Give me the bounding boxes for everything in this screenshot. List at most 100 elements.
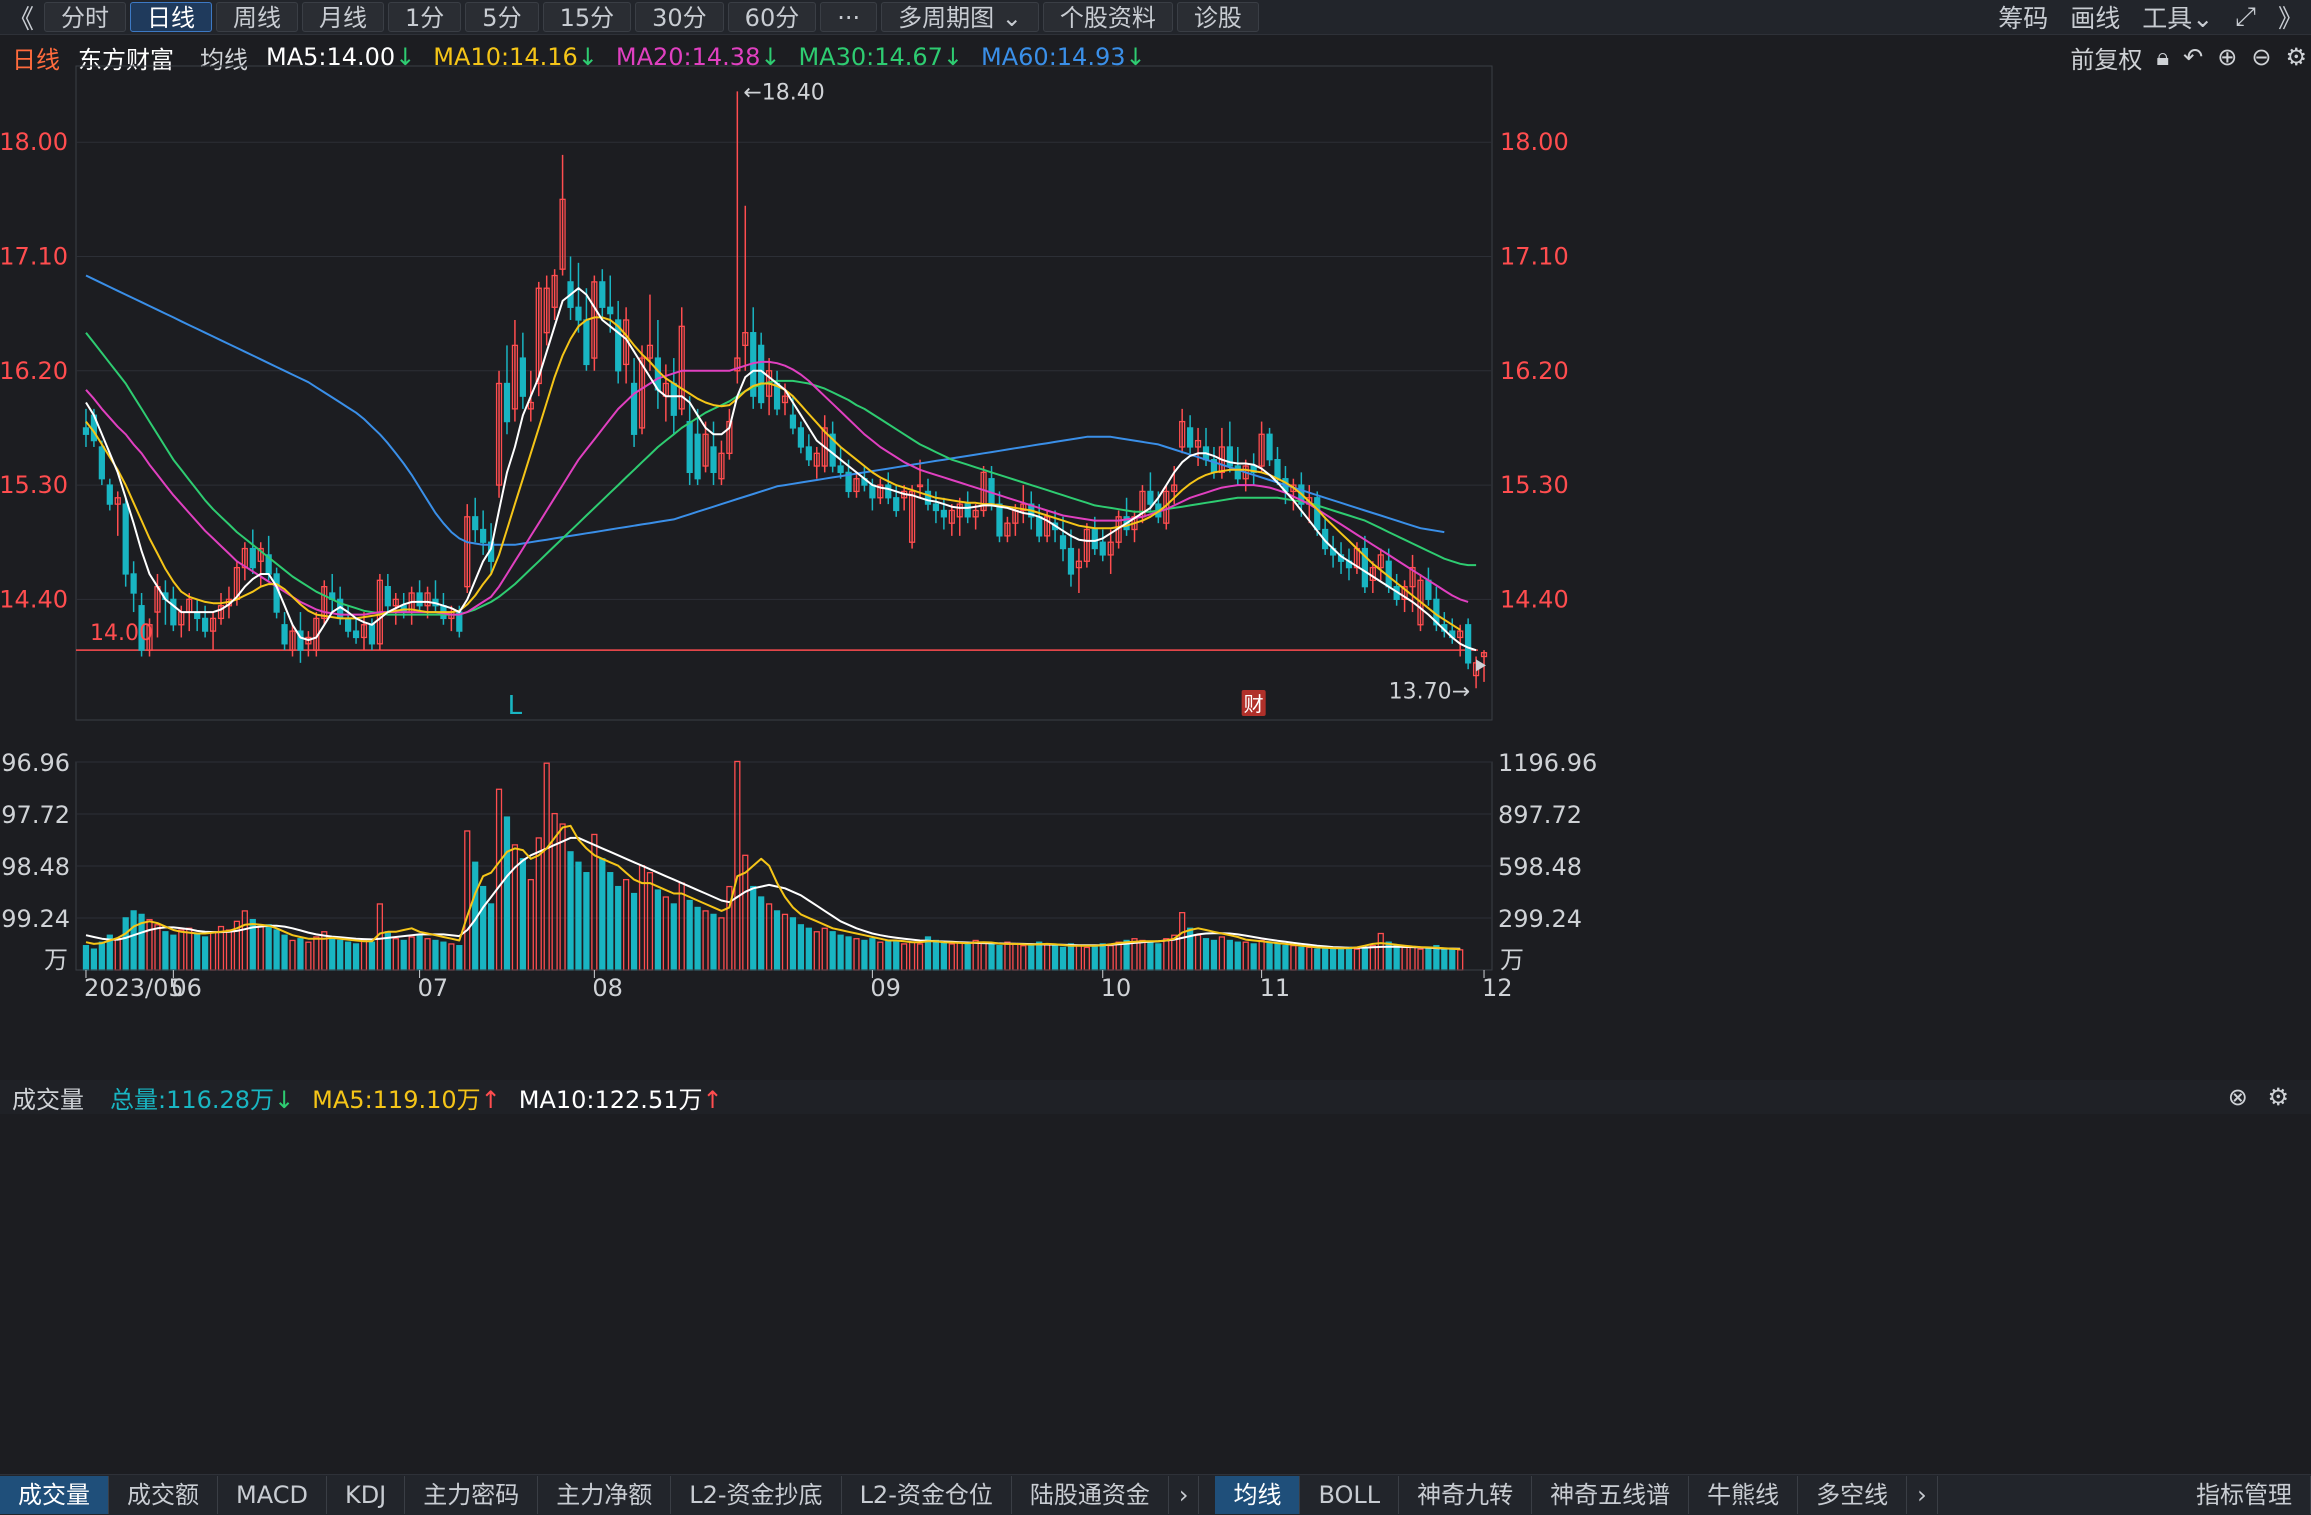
tab-five-lines[interactable]: 神奇五线谱 [1532, 1476, 1690, 1514]
ma10-line [85, 316, 1461, 631]
period-tab[interactable]: ··· [820, 2, 878, 32]
period-tab[interactable]: 1分 [388, 2, 462, 32]
candle-body [321, 586, 328, 620]
tab-hk-connect[interactable]: 陆股通资金 [1012, 1476, 1169, 1514]
candle-body [241, 547, 248, 569]
volume-bar [583, 872, 590, 971]
candle-body [551, 274, 558, 308]
volume-bar [630, 892, 638, 971]
tab-macd[interactable]: MACD [218, 1476, 327, 1514]
candle-body [1465, 624, 1472, 664]
volume-bar [1234, 941, 1241, 971]
volume-bar [1083, 946, 1090, 971]
candle-body [352, 630, 360, 639]
volume-bar [940, 941, 947, 971]
tab-nine-turn[interactable]: 神奇九转 [1399, 1476, 1533, 1514]
volume-bar [1369, 945, 1376, 971]
candle-body [217, 605, 225, 620]
tab-turnover[interactable]: 成交额 [109, 1476, 218, 1514]
close-circle-icon[interactable]: ⊗ [2227, 1083, 2248, 1111]
volume-bar [1242, 941, 1249, 971]
volume-bar [1202, 938, 1210, 971]
period-tab[interactable]: 日线 [130, 2, 213, 32]
tab-long-short[interactable]: 多空线 [1798, 1476, 1908, 1514]
toolbar-chips-button[interactable]: 筹码 [1998, 4, 2049, 33]
gear-icon[interactable]: ⚙ [2267, 1083, 2289, 1111]
candle-body [686, 420, 693, 474]
tab-l2-bottom[interactable]: L2-资金抄底 [671, 1476, 842, 1514]
low-price-label: 13.70→ [1389, 679, 1470, 704]
volume-tick-label-left: 897.72 [0, 801, 70, 829]
volume-bar [758, 896, 765, 971]
candle-body [1361, 547, 1368, 588]
candle-body [170, 598, 177, 626]
volume-bar [654, 889, 662, 971]
tab-boll[interactable]: BOLL [1300, 1476, 1400, 1514]
gear-icon[interactable]: ⚙ [2285, 43, 2307, 71]
period-tab[interactable]: 诊股 [1176, 2, 1259, 32]
volume-bar [996, 945, 1003, 971]
toolbar-tools-button[interactable]: 工具⌄ [2142, 4, 2214, 33]
period-tab[interactable]: 5分 [465, 2, 539, 32]
x-tick-label: 11 [1260, 974, 1291, 1002]
candle-body [472, 516, 479, 531]
undo-icon[interactable]: ↶ [2183, 43, 2204, 71]
price-tick-label-left: 15.30 [0, 471, 68, 499]
tab-volume[interactable]: 成交量 [0, 1476, 109, 1514]
volume-bar [1306, 946, 1313, 971]
volume-bar [416, 934, 423, 971]
volume-bar [503, 816, 511, 971]
period-tab[interactable]: 60分 [727, 2, 817, 32]
plus-circle-icon[interactable]: ⊕ [2217, 43, 2238, 71]
lock-icon[interactable]: 🔒︎ [2156, 43, 2170, 71]
candle-body [1083, 528, 1090, 562]
double-chevron-right-icon[interactable]: 》 [2277, 4, 2303, 33]
volume-bar [368, 941, 376, 971]
tab-main-force-code[interactable]: 主力密码 [405, 1476, 539, 1514]
candle-body [948, 509, 955, 524]
candle-body [360, 624, 368, 639]
candle-body [924, 490, 932, 505]
period-tab[interactable]: 周线 [216, 2, 299, 32]
volume-bar [1337, 948, 1345, 971]
tab-ma[interactable]: 均线 [1215, 1476, 1301, 1514]
volume-bar [766, 903, 773, 971]
volume-bar [1107, 945, 1114, 971]
tab-bull-bear[interactable]: 牛熊线 [1689, 1476, 1799, 1514]
chevron-right-icon[interactable]: › [1169, 1476, 1200, 1514]
volume-bar [813, 931, 820, 971]
candle-body [1020, 503, 1027, 512]
volume-bar [1187, 927, 1194, 971]
candle-body [1250, 465, 1257, 474]
tab-l2-position[interactable]: L2-资金仓位 [842, 1476, 1012, 1514]
double-chevron-left-icon[interactable]: 《 [8, 4, 35, 35]
volume-bar [360, 939, 368, 971]
kline-chart[interactable]: 18.00 18.00 17.10 17.10 16.20 16.20 15.30 15.30… [0, 0, 2311, 1474]
chevron-right-icon[interactable]: › [1907, 1476, 1938, 1514]
volume-bar [1059, 946, 1067, 971]
volume-bar [837, 934, 844, 971]
ma-label[interactable]: 均线 [200, 45, 248, 74]
volume-bar [1314, 948, 1321, 971]
candle-body [615, 319, 622, 372]
toolbar-draw-button[interactable]: 画线 [2070, 4, 2121, 33]
candle-body [781, 395, 789, 404]
indicator-manage-button[interactable]: 指标管理 [2178, 1476, 2311, 1514]
candle-body [535, 287, 542, 385]
period-tab[interactable]: 分时 [44, 2, 127, 32]
volume-bar [646, 872, 654, 971]
period-tab[interactable]: 多周期图 ⌄ [881, 2, 1039, 32]
expand-icon[interactable]: ⤢ [2235, 1, 2256, 32]
tab-kdj[interactable]: KDJ [327, 1476, 406, 1514]
period-tab[interactable]: 30分 [635, 2, 724, 32]
volume-title: 成交量 [12, 1085, 84, 1114]
adjust-dropdown[interactable]: 前复权 [2070, 45, 2143, 74]
candle-body [964, 503, 971, 518]
candle-body [1401, 586, 1408, 601]
candle-body [797, 427, 804, 448]
period-tab[interactable]: 15分 [542, 2, 632, 32]
tab-main-net[interactable]: 主力净额 [538, 1476, 672, 1514]
period-tab[interactable]: 月线 [302, 2, 385, 32]
period-tab[interactable]: 个股资料 [1042, 2, 1173, 32]
minus-circle-icon[interactable]: ⊖ [2251, 43, 2272, 71]
